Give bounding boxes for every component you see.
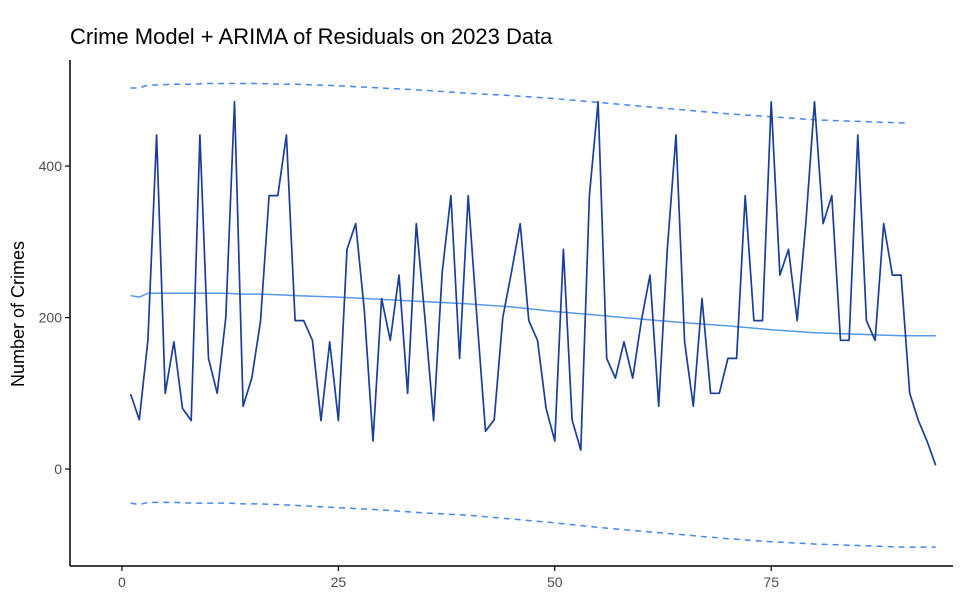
- plot-area: [129, 82, 937, 548]
- y-tick-label: 200: [39, 310, 63, 326]
- x-tick-label: 50: [547, 574, 563, 590]
- x-tick-label: 75: [763, 574, 779, 590]
- series-line-upper: [130, 82, 910, 124]
- x-axis-ticks: 0 25 50 75: [118, 566, 779, 590]
- x-tick-label: 25: [331, 574, 347, 590]
- y-axis-ticks: 0 200 400: [39, 158, 70, 477]
- y-axis-title: Number of Crimes: [8, 241, 28, 387]
- series-line-actual: [129, 100, 937, 466]
- y-tick-label: 0: [54, 461, 62, 477]
- series-line-lower: [130, 501, 936, 548]
- chart-title: Crime Model + ARIMA of Residuals on 2023…: [70, 24, 553, 49]
- x-tick-label: 0: [118, 574, 126, 590]
- y-tick-label: 400: [39, 158, 63, 174]
